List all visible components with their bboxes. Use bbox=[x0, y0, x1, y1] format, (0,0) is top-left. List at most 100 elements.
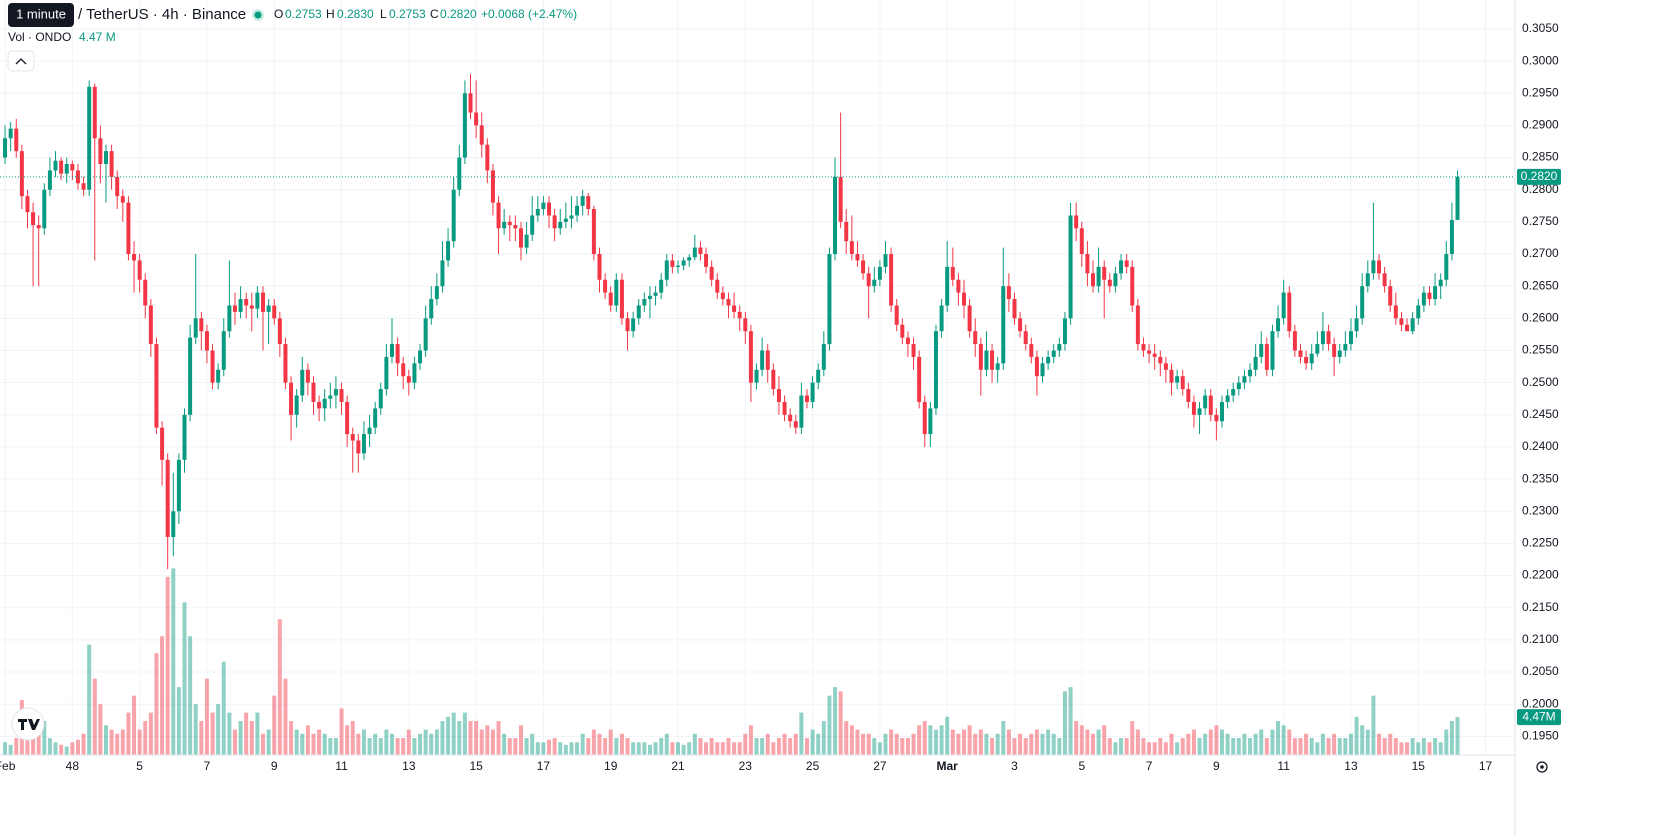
candle-body bbox=[322, 398, 327, 409]
candle-body bbox=[193, 318, 198, 338]
candle-body bbox=[451, 189, 456, 242]
volume-bar bbox=[36, 733, 41, 755]
volume-bar bbox=[1248, 738, 1253, 755]
candle-body bbox=[1427, 292, 1432, 300]
candle-body bbox=[1203, 395, 1208, 409]
candle-body bbox=[872, 279, 877, 287]
volume-bar bbox=[821, 721, 826, 755]
collapse-button[interactable] bbox=[7, 50, 35, 72]
candle-body bbox=[625, 318, 630, 332]
volume-bar bbox=[771, 742, 776, 755]
candle-body bbox=[406, 376, 411, 383]
y-tick-label: 0.1950 bbox=[1522, 729, 1559, 743]
volume-bar bbox=[115, 733, 120, 755]
candle-body bbox=[395, 344, 400, 364]
x-tick-label: 15 bbox=[1412, 759, 1426, 773]
volume-bar bbox=[1079, 725, 1084, 755]
y-tick-label: 0.2750 bbox=[1522, 214, 1559, 228]
settings-icon[interactable] bbox=[1536, 761, 1548, 773]
candle-body bbox=[272, 305, 277, 319]
candle-body bbox=[928, 408, 933, 435]
candle-body bbox=[939, 305, 944, 332]
candle-body bbox=[19, 151, 24, 197]
candle-body bbox=[591, 209, 596, 255]
candle-body bbox=[1046, 356, 1051, 364]
volume-bar bbox=[64, 746, 69, 755]
volume-bar bbox=[1113, 742, 1118, 755]
volume-bar bbox=[132, 695, 137, 755]
volume-bar bbox=[418, 733, 423, 755]
candle-body bbox=[98, 138, 103, 164]
candle-body bbox=[1113, 273, 1118, 287]
volume-bar bbox=[810, 729, 815, 755]
volume-bar bbox=[990, 738, 995, 755]
x-tick-label: Mar bbox=[937, 759, 959, 773]
candle-body bbox=[1399, 318, 1404, 325]
volume-bar bbox=[838, 691, 843, 755]
volume-bar bbox=[98, 704, 103, 755]
volume-bar bbox=[277, 619, 282, 755]
candle-body bbox=[317, 401, 322, 409]
candle-body bbox=[25, 196, 30, 213]
volume-bar bbox=[1304, 733, 1309, 755]
candle-body bbox=[1264, 344, 1269, 370]
candle-body bbox=[558, 221, 563, 229]
volume-bar bbox=[457, 721, 462, 755]
volume-bar bbox=[704, 742, 709, 755]
candle-body bbox=[732, 305, 737, 312]
volume-bar bbox=[1214, 725, 1219, 755]
candle-body bbox=[148, 305, 153, 345]
volume-bar bbox=[737, 742, 742, 755]
volume-bar bbox=[1180, 738, 1185, 755]
candle-body bbox=[1253, 356, 1258, 370]
x-tick-label: 7 bbox=[1146, 759, 1153, 773]
candle-body bbox=[1135, 305, 1140, 345]
volume-bar bbox=[973, 733, 978, 755]
candle-body bbox=[569, 215, 574, 219]
symbol-title[interactable]: / TetherUS · 4h · Binance bbox=[78, 6, 246, 23]
candle-body bbox=[109, 151, 114, 177]
ohlc-label: C bbox=[430, 7, 439, 21]
volume-bar bbox=[1119, 738, 1124, 755]
candle-body bbox=[861, 260, 866, 274]
price-change: +0.0068 (+2.47%) bbox=[481, 7, 577, 21]
y-tick-label: 0.2000 bbox=[1522, 696, 1559, 710]
candle-body bbox=[462, 93, 467, 158]
volume-bar bbox=[1147, 742, 1152, 755]
last-price-label: 0.2820 bbox=[1521, 169, 1558, 183]
volume-bar bbox=[1169, 733, 1174, 755]
x-tick-label: 13 bbox=[1344, 759, 1358, 773]
volume-bar bbox=[883, 733, 888, 755]
candle-body bbox=[154, 344, 159, 428]
volume-bar bbox=[849, 725, 854, 755]
candle-body bbox=[143, 279, 148, 306]
candle-body bbox=[849, 241, 854, 255]
volume-bar bbox=[558, 742, 563, 755]
volume-bar bbox=[1107, 738, 1112, 755]
volume-bar bbox=[1326, 738, 1331, 755]
volume-bar bbox=[1219, 729, 1224, 755]
volume-bar bbox=[120, 729, 125, 755]
candle-body bbox=[1405, 324, 1410, 332]
tooltip-bg bbox=[8, 3, 74, 27]
volume-bar bbox=[889, 729, 894, 755]
collapse-icon bbox=[15, 58, 27, 65]
volume-bar bbox=[137, 729, 142, 755]
volume-bar bbox=[580, 733, 585, 755]
volume-bar bbox=[563, 744, 568, 755]
candle-body bbox=[827, 254, 832, 345]
volume-bar bbox=[1018, 733, 1023, 755]
volume-bar bbox=[642, 742, 647, 755]
candle-body bbox=[1416, 305, 1421, 319]
volume-bar bbox=[1259, 729, 1264, 755]
volume-bar bbox=[47, 738, 52, 755]
x-tick-label: 48 bbox=[66, 759, 80, 773]
candle-body bbox=[199, 318, 204, 332]
volume-bar bbox=[743, 733, 748, 755]
volume-bar bbox=[361, 729, 366, 755]
candle-body bbox=[782, 401, 787, 415]
candle-body bbox=[653, 292, 658, 296]
logo-bg[interactable] bbox=[11, 707, 45, 741]
candle-body bbox=[704, 254, 709, 267]
volume-bar bbox=[479, 729, 484, 755]
